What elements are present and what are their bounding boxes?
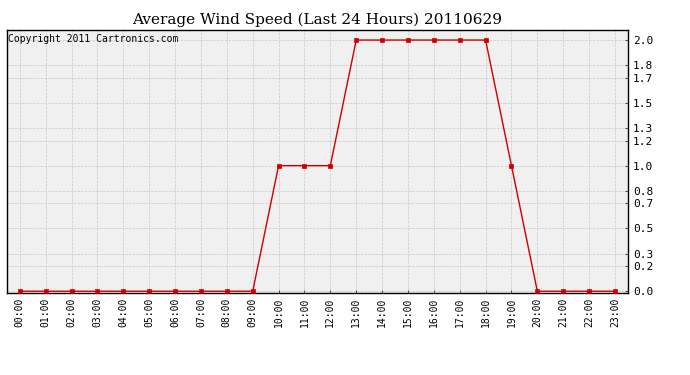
Text: Copyright 2011 Cartronics.com: Copyright 2011 Cartronics.com xyxy=(8,34,179,44)
Title: Average Wind Speed (Last 24 Hours) 20110629: Average Wind Speed (Last 24 Hours) 20110… xyxy=(132,13,502,27)
